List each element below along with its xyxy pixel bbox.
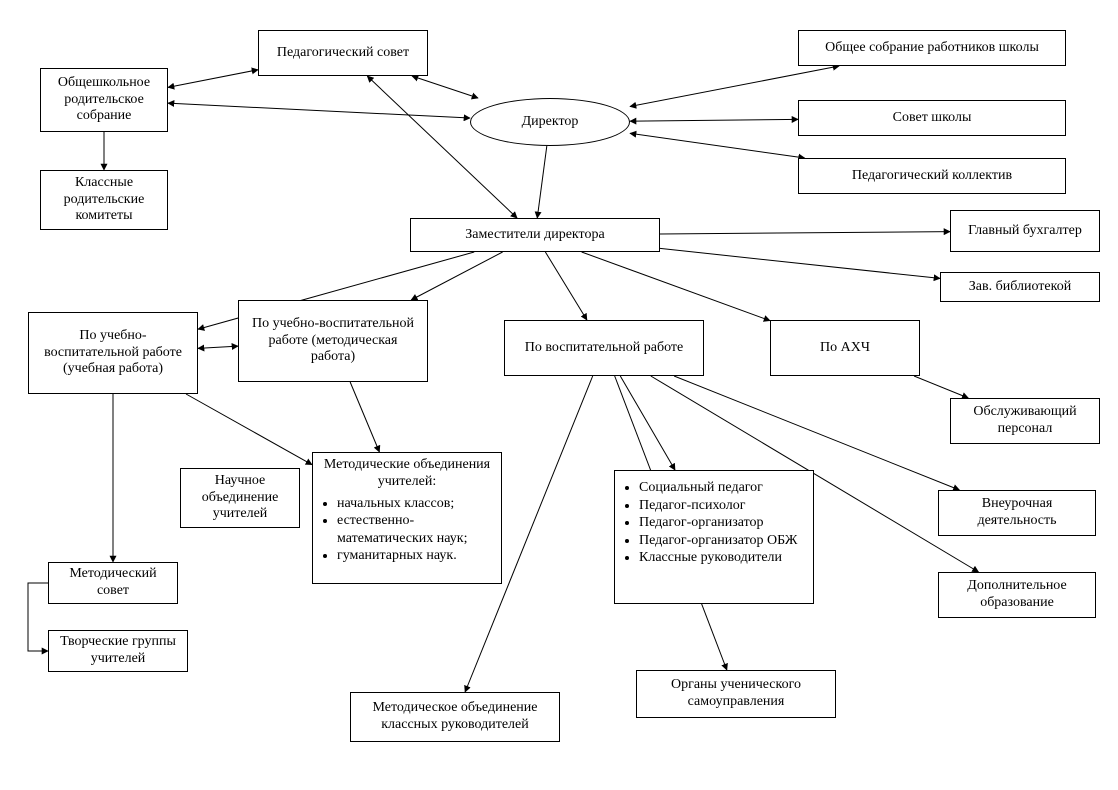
node-specialists: Социальный педагогПедагог-психологПедаго…: [614, 470, 814, 604]
node-additional-edu: Дополнительное образование: [938, 572, 1096, 618]
node-creative-groups: Творческие группы учителей: [48, 630, 188, 672]
node-ped-sovet: Педагогический совет: [258, 30, 428, 76]
node-ped-collective: Педагогический коллектив: [798, 158, 1066, 194]
node-label: Обслуживающий персонал: [957, 404, 1093, 438]
bullet-item: Педагог-психолог: [639, 497, 797, 515]
node-label: Дополнительное образование: [945, 578, 1089, 612]
node-label: Педагогический коллектив: [852, 168, 1012, 185]
node-chief-accountant: Главный бухгалтер: [950, 210, 1100, 252]
node-extracurricular: Внеурочная деятельность: [938, 490, 1096, 536]
specialists-bullets: Социальный педагогПедагог-психологПедаго…: [621, 479, 797, 567]
node-label: Заместители директора: [465, 227, 604, 244]
node-librarian: Зав. библиотекой: [940, 272, 1100, 302]
node-student-gov: Органы ученического самоуправления: [636, 670, 836, 718]
node-label: Методический совет: [55, 566, 171, 600]
node-label: Органы ученического самоуправления: [643, 677, 829, 711]
node-label: Общешкольное родительское собрание: [47, 75, 161, 125]
node-science-union: Научное объединение учителей: [180, 468, 300, 528]
node-label: По учебно-воспитательной работе (учебная…: [35, 328, 191, 378]
node-method-union-classroom: Методическое объединение классных руково…: [350, 692, 560, 742]
bullet-item: Социальный педагог: [639, 479, 797, 497]
node-label: Директор: [522, 114, 579, 131]
node-school-council: Совет школы: [798, 100, 1066, 136]
node-title: Методические объединения учителей:: [319, 457, 495, 491]
bullet-item: Педагог-организатор ОБЖ: [639, 532, 797, 550]
node-label: Творческие группы учителей: [55, 634, 181, 668]
node-label: По учебно-воспитательной работе (методич…: [245, 316, 421, 366]
node-label: Внеурочная деятельность: [945, 496, 1089, 530]
node-label: Общее собрание работников школы: [825, 40, 1039, 57]
node-label: Классные родительские комитеты: [47, 175, 161, 225]
node-label: Методическое объединение классных руково…: [357, 700, 553, 734]
node-method-council: Методический совет: [48, 562, 178, 604]
node-service-staff: Обслуживающий персонал: [950, 398, 1100, 444]
node-deputy-ahch: По АХЧ: [770, 320, 920, 376]
bullet-item: начальных классов;: [337, 495, 495, 513]
node-label: Совет школы: [893, 110, 972, 127]
node-label: Научное объединение учителей: [187, 473, 293, 523]
org-chart-canvas: Директор Педагогический совет Общешкольн…: [0, 0, 1118, 790]
node-parent-meeting: Общешкольное родительское собрание: [40, 68, 168, 132]
node-label: Зав. библиотекой: [969, 279, 1071, 296]
node-deputy-study: По учебно-воспитательной работе (учебная…: [28, 312, 198, 394]
node-deputies: Заместители директора: [410, 218, 660, 252]
node-label: Главный бухгалтер: [968, 223, 1082, 240]
node-label: Педагогический совет: [277, 45, 409, 62]
bullet-item: гуманитарных наук.: [337, 547, 495, 565]
node-deputy-method: По учебно-воспитательной работе (методич…: [238, 300, 428, 382]
node-general-meeting: Общее собрание работников школы: [798, 30, 1066, 66]
method-union-bullets: начальных классов;естественно-математиче…: [319, 495, 495, 565]
bullet-item: Педагог-организатор: [639, 514, 797, 532]
bullet-item: естественно-математических наук;: [337, 512, 495, 547]
node-director: Директор: [470, 98, 630, 146]
node-deputy-vosp: По воспитательной работе: [504, 320, 704, 376]
node-label: По АХЧ: [820, 340, 870, 357]
node-label: По воспитательной работе: [525, 340, 683, 357]
bullet-item: Классные руководители: [639, 549, 797, 567]
node-method-union: Методические объединения учителей: начал…: [312, 452, 502, 584]
node-class-parents: Классные родительские комитеты: [40, 170, 168, 230]
